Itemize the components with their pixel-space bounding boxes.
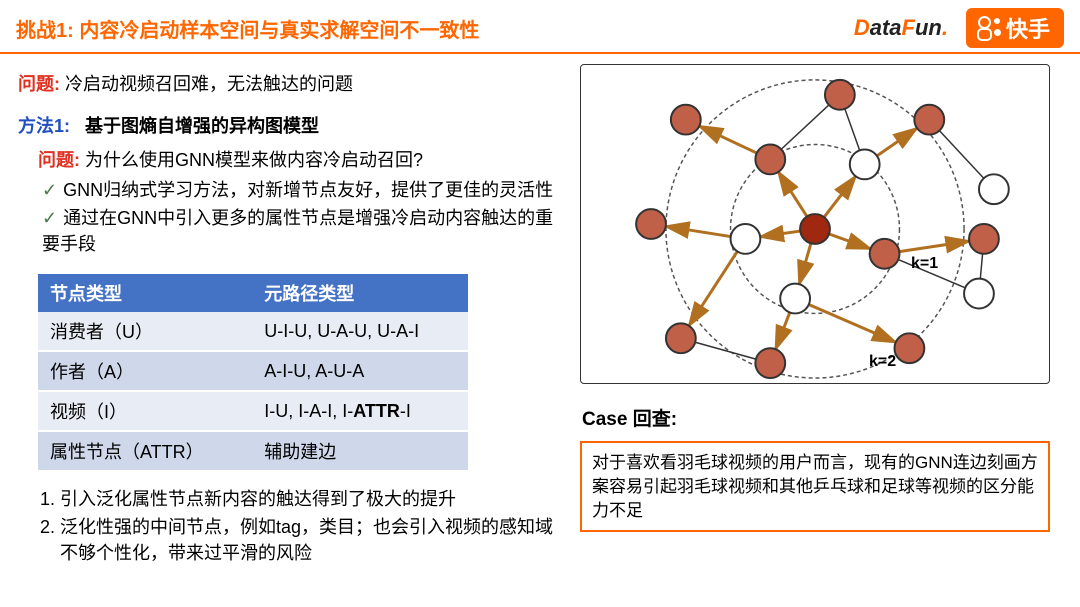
kuaishou-icon [976, 16, 1000, 40]
k2-label: k=2 [869, 353, 896, 371]
th-path-type: 元路径类型 [252, 274, 468, 312]
left-column: 问题: 冷启动视频召回难，无法触达的问题 方法1: 基于图熵自增强的异构图模型 … [18, 64, 558, 568]
graph-diagram: k=1 k=2 [580, 64, 1050, 384]
table-row: 视频（I）I-U, I-A-I, I-ATTR-I [38, 391, 468, 431]
note-1: 引入泛化属性节点新内容的触达得到了极大的提升 [60, 486, 558, 512]
content-area: 问题: 冷启动视频召回难，无法触达的问题 方法1: 基于图熵自增强的异构图模型 … [0, 54, 1080, 576]
subq-label: 问题: [38, 150, 80, 170]
header-bar: 挑战1: 内容冷启动样本空间与真实求解空间不一致性 DataFun. 快手 [0, 0, 1080, 54]
right-column: k=1 k=2 Case 回查: 对于喜欢看羽毛球视频的用户而言，现有的GNN连… [570, 64, 1062, 568]
method-title: 基于图熵自增强的异构图模型 [85, 116, 319, 136]
problem-line: 问题: 冷启动视频召回难，无法触达的问题 [18, 70, 558, 96]
notes-list: 引入泛化属性节点新内容的触达得到了极大的提升 泛化性强的中间节点，例如tag，类… [18, 486, 558, 566]
note-2: 泛化性强的中间节点，例如tag，类目；也会引入视频的感知域不够个性化，带来过平滑… [60, 514, 558, 566]
metapath-table: 节点类型 元路径类型 消费者（U）U-I-U, U-A-U, U-A-I 作者（… [38, 274, 468, 472]
case-label: Case 回查: [582, 404, 1062, 431]
method-line: 方法1: 基于图熵自增强的异构图模型 [18, 112, 558, 138]
slide-title: 挑战1: 内容冷启动样本空间与真实求解空间不一致性 [16, 14, 854, 43]
check-icon: ✓ [42, 180, 57, 200]
k1-label: k=1 [911, 255, 938, 273]
method-label: 方法1: [18, 116, 70, 136]
table-row: 消费者（U）U-I-U, U-A-U, U-A-I [38, 312, 468, 351]
kuaishou-logo: 快手 [966, 8, 1064, 48]
table-row: 作者（A）A-I-U, A-U-A [38, 351, 468, 391]
network-svg [581, 65, 1049, 383]
th-node-type: 节点类型 [38, 274, 252, 312]
problem-label: 问题: [18, 74, 60, 94]
check-icon: ✓ [42, 208, 57, 228]
subq-text: 为什么使用GNN模型来做内容冷启动召回? [85, 150, 423, 170]
case-box: 对于喜欢看羽毛球视频的用户而言，现有的GNN连边刻画方案容易引起羽毛球视频和其他… [580, 441, 1050, 532]
table-body: 消费者（U）U-I-U, U-A-U, U-A-I 作者（A）A-I-U, A-… [38, 312, 468, 471]
sub-question: 问题: 为什么使用GNN模型来做内容冷启动召回? [38, 146, 558, 172]
problem-text: 冷启动视频召回难，无法触达的问题 [65, 74, 353, 94]
kuaishou-text: 快手 [1006, 12, 1050, 44]
bullet-1: ✓GNN归纳式学习方法，对新增节点友好，提供了更佳的灵活性 [38, 176, 558, 202]
bullet-2: ✓通过在GNN中引入更多的属性节点是增强冷启动内容触达的重要手段 [38, 204, 558, 256]
attr-cell: I-U, I-A-I, I-ATTR-I [252, 391, 468, 431]
table-row: 属性节点（ATTR）辅助建边 [38, 431, 468, 471]
method-body: 问题: 为什么使用GNN模型来做内容冷启动召回? ✓GNN归纳式学习方法，对新增… [18, 146, 558, 256]
datafun-logo: DataFun. [854, 15, 948, 41]
